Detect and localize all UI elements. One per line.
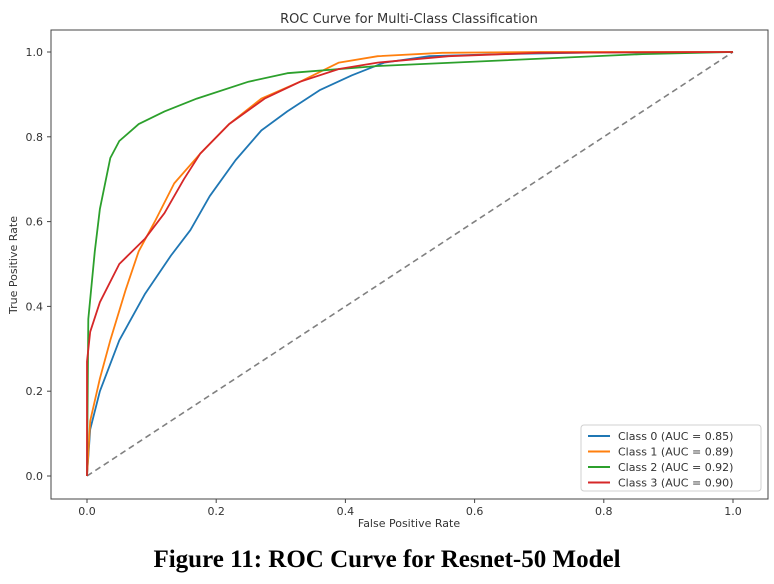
x-tick-label: 0.6	[466, 505, 484, 518]
y-axis-label: True Positive Rate	[7, 216, 20, 315]
x-tick-label: 0.8	[595, 505, 613, 518]
y-tick-label: 1.0	[26, 46, 44, 59]
y-tick-label: 0.4	[26, 300, 44, 313]
roc-line-class-2	[86, 51, 734, 477]
x-tick-label: 1.0	[724, 505, 742, 518]
roc-line-class-0	[86, 51, 734, 477]
x-tick-label: 0.4	[337, 505, 355, 518]
legend-box	[580, 424, 762, 492]
y-tick-label: 0.0	[26, 470, 44, 483]
legend: Class 0 (AUC = 0.85) Class 1 (AUC = 0.89)…	[580, 424, 762, 492]
y-axis-ticks: 0.0 0.2 0.4 0.6 0.8 1.0	[26, 46, 51, 483]
chart-title: ROC Curve for Multi-Class Classification	[280, 12, 538, 27]
legend-label-class-0: Class 0 (AUC = 0.85)	[618, 430, 733, 443]
legend-label-class-3: Class 3 (AUC = 0.90)	[618, 477, 733, 490]
roc-line-class-3	[86, 51, 734, 476]
chance-reference-line	[86, 51, 734, 477]
figure-caption: Figure 11: ROC Curve for Resnet-50 Model	[153, 546, 621, 573]
y-tick-label: 0.2	[26, 385, 44, 398]
legend-label-class-2: Class 2 (AUC = 0.92)	[618, 461, 733, 474]
x-axis-ticks: 0.0 0.2 0.4 0.6 0.8 1.0	[78, 499, 742, 518]
y-tick-label: 0.8	[26, 131, 44, 144]
x-tick-label: 0.2	[207, 505, 225, 518]
plot-frame	[50, 29, 769, 500]
legend-label-class-1: Class 1 (AUC = 0.89)	[618, 446, 733, 459]
roc-series-lines	[86, 51, 734, 477]
x-axis-label: False Positive Rate	[358, 517, 460, 530]
x-tick-label: 0.0	[78, 505, 96, 518]
y-tick-label: 0.6	[26, 216, 44, 229]
